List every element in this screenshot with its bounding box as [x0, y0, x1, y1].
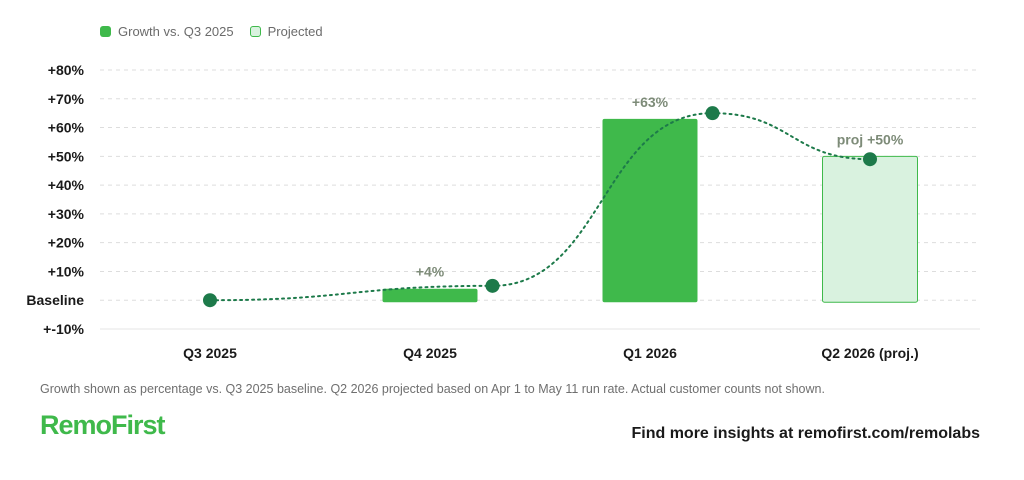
- y-tick-label: +30%: [48, 206, 85, 222]
- chart-legend: Growth vs. Q3 2025 Projected: [100, 24, 323, 39]
- legend-swatch-actual: [100, 26, 111, 37]
- y-tick-label: +40%: [48, 177, 85, 193]
- insights-cta: Find more insights at remofirst.com/remo…: [631, 425, 980, 442]
- trend-point: [203, 293, 217, 308]
- bar-projected: [822, 155, 918, 303]
- y-tick-label: +50%: [48, 148, 85, 164]
- y-tick-label: +70%: [48, 91, 85, 107]
- y-tick-label: +60%: [48, 120, 85, 136]
- legend-label-projected: Projected: [267, 24, 323, 39]
- remofirst-logo: RemoFirst: [40, 410, 166, 440]
- bar: [382, 288, 478, 303]
- y-tick-label: +-10%: [43, 321, 84, 337]
- growth-chart: +-10% Baseline +10% +20% +30% +40% +50% +60% +70…: [26, 62, 980, 361]
- legend-swatch-projected: [249, 26, 261, 37]
- footnote: Growth shown as percentage vs. Q3 2025 b…: [40, 382, 825, 396]
- data-label: +4%: [416, 264, 445, 280]
- data-label: +63%: [632, 94, 669, 110]
- data-label: proj +50%: [837, 131, 904, 147]
- legend-label-actual: Growth vs. Q3 2025: [118, 24, 234, 39]
- y-tick-label: +80%: [48, 62, 85, 78]
- trend-point: [863, 152, 877, 167]
- y-tick-label: +10%: [48, 263, 85, 279]
- y-tick-label: Baseline: [26, 292, 84, 308]
- trend-line: [209, 112, 871, 302]
- x-tick-label: Q1 2026: [623, 345, 677, 361]
- y-tick-label: +20%: [48, 235, 85, 251]
- x-tick-label: Q3 2025: [183, 345, 237, 361]
- legend-item-projected: Projected: [249, 24, 323, 39]
- x-tick-label: Q4 2025: [403, 345, 457, 361]
- bar: [602, 118, 698, 303]
- trend-point: [705, 106, 720, 121]
- trend-point: [485, 278, 500, 293]
- legend-item-actual: Growth vs. Q3 2025: [100, 24, 234, 39]
- x-tick-label: Q2 2026 (proj.): [821, 345, 918, 361]
